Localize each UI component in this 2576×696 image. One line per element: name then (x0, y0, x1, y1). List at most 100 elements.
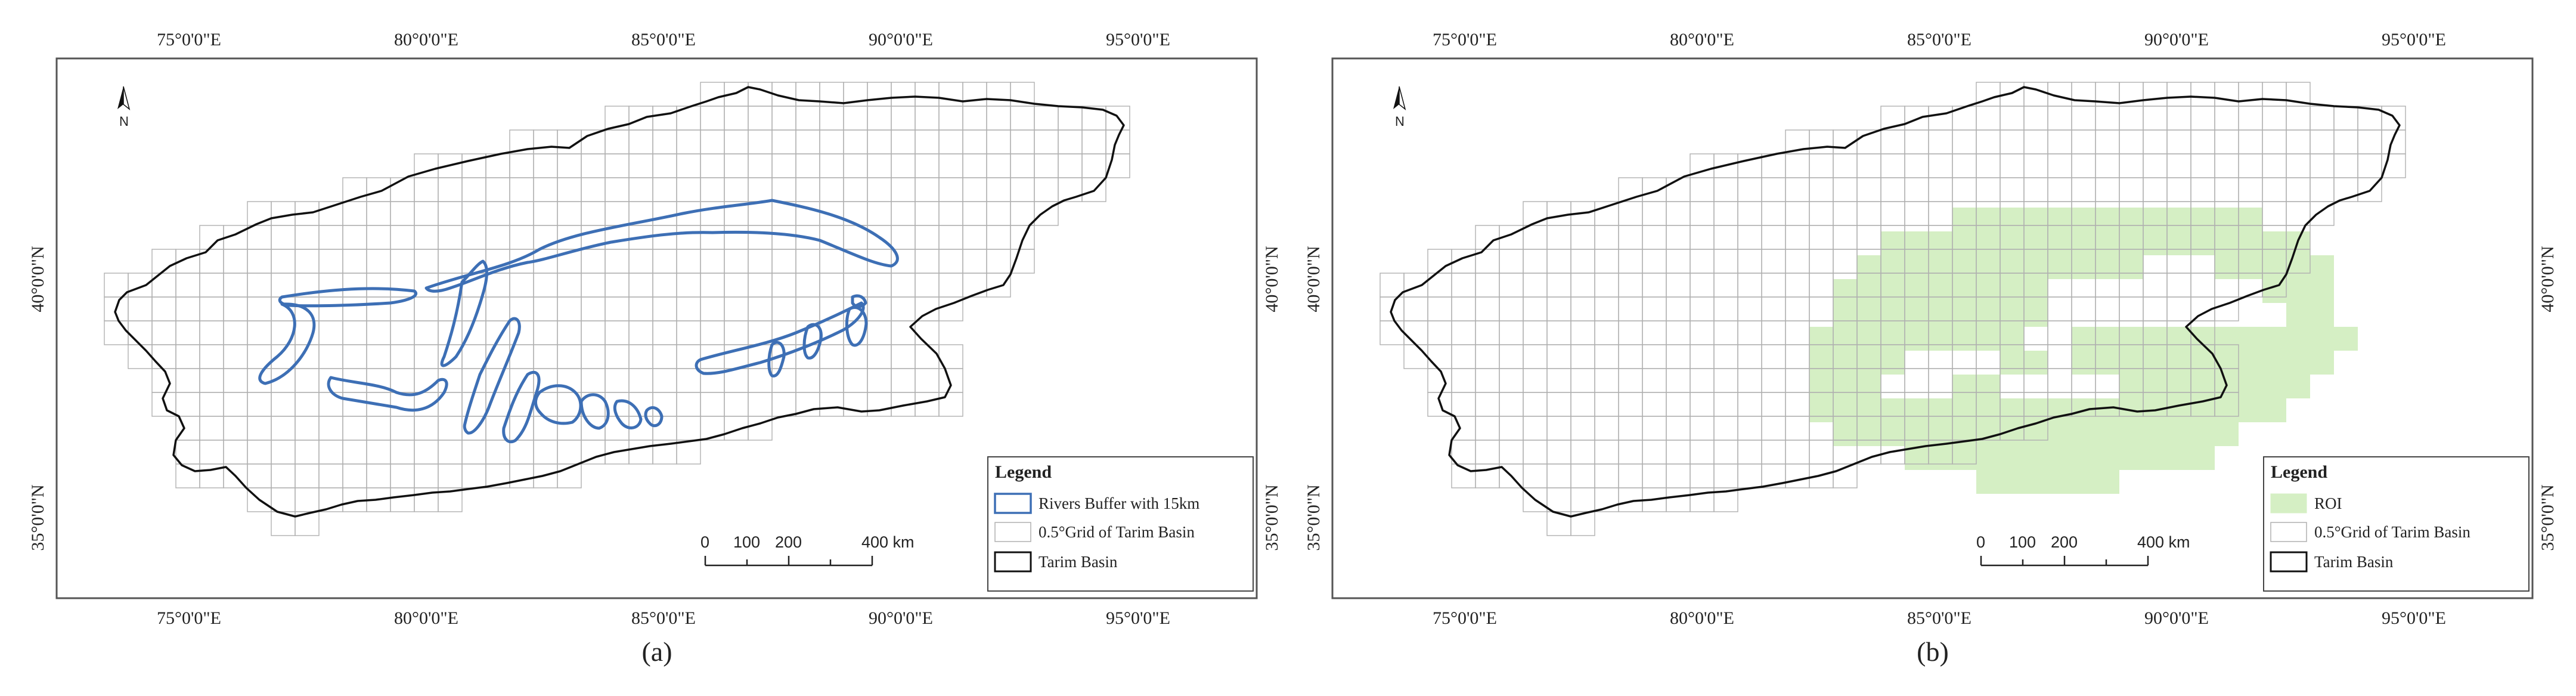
scale-bar: 0 100 200 400 km (700, 533, 915, 567)
grid-layer (104, 82, 1130, 536)
legend-swatch-basin (994, 551, 1032, 573)
river-buffer-shape (327, 376, 448, 412)
river-buffer-shape (424, 199, 899, 293)
river-buffer-shape (767, 341, 786, 378)
legend-box (987, 456, 1254, 592)
legend-swatch-river-buffer (994, 493, 1032, 514)
lat-label: 35°0'0"N (28, 484, 48, 550)
roi-cell (1976, 470, 2119, 494)
river-buffer-shape (644, 406, 664, 428)
lat-ticks-right: 40°0'0"N 35°0'0"N (2538, 246, 2558, 550)
lon-label: 90°0'0"E (869, 608, 933, 628)
lon-label: 95°0'0"E (1106, 30, 1170, 50)
lon-label: 85°0'0"E (1907, 30, 1971, 50)
scale-label-100: 100 (733, 533, 760, 551)
grid-cell (2310, 201, 2335, 226)
grid-cell (438, 487, 463, 512)
legend-title: Legend (2271, 462, 2327, 482)
scale-label-400: 400 km (861, 533, 915, 551)
lat-ticks-left: 40°0'0"N 35°0'0"N (1304, 246, 1323, 550)
lat-ticks-right: 40°0'0"N 35°0'0"N (1262, 246, 1282, 550)
grid-cell (1010, 249, 1035, 274)
river-buffer-shape (463, 317, 521, 435)
grid-cell (676, 440, 701, 465)
grid-layer (1380, 82, 2406, 536)
grid-cell (2357, 177, 2382, 202)
roi-cell (1809, 327, 1976, 351)
roi-cell (2072, 351, 2334, 375)
lon-label: 75°0'0"E (1433, 608, 1497, 628)
panel-b: N Legend ROI 0.5°Grid of Tarim Basin Tar… (1304, 30, 2558, 628)
legend-swatch-grid (994, 522, 1031, 542)
lon-ticks-bottom: 75°0'0"E 80°0'0"E 85°0'0"E 90°0'0"E 95°0… (157, 608, 1170, 628)
river-buffer-shape (845, 306, 868, 347)
legend-item-grid: 0.5°Grid of Tarim Basin (1039, 523, 1195, 541)
legend-swatch-roi (2270, 493, 2307, 514)
scale-label-200: 200 (775, 533, 802, 551)
lon-label: 90°0'0"E (869, 30, 933, 50)
lat-label: 40°0'0"N (2538, 246, 2558, 312)
roi-cell (1905, 446, 2215, 470)
grid-cell (557, 463, 582, 488)
lon-label: 80°0'0"E (1670, 30, 1734, 50)
river-buffer-shape (579, 393, 610, 430)
scale-bar: 0 100 200 400 km (1976, 533, 2190, 567)
roi-cell (2286, 303, 2334, 327)
river-buffer-shape (440, 259, 488, 367)
north-arrow: N (117, 86, 131, 129)
lat-label: 35°0'0"N (2538, 484, 2558, 550)
legend-box (2263, 456, 2529, 592)
grid-cell (2214, 392, 2239, 417)
north-arrow: N (1393, 86, 1406, 129)
grid-cell (1105, 153, 1130, 178)
scale-label-0: 0 (1976, 533, 1985, 551)
grid-cell (2381, 153, 2406, 178)
lon-label: 80°0'0"E (394, 30, 458, 50)
lon-ticks-top: 75°0'0"E 80°0'0"E 85°0'0"E 90°0'0"E 95°0… (1433, 30, 2446, 50)
grid-cell (748, 416, 773, 441)
lon-label: 90°0'0"E (2144, 30, 2209, 50)
lon-label: 90°0'0"E (2144, 608, 2209, 628)
roi-cell (1833, 303, 2048, 327)
scale-label-100: 100 (2009, 533, 2036, 551)
roi-cell (2262, 279, 2334, 303)
legend-item-river-buffer: Rivers Buffer with 15km (1039, 494, 1199, 512)
panel-a: N Legend Rivers Buffer with 15km 0.5°Gri… (28, 30, 1282, 628)
river-buffer-shape (851, 294, 867, 308)
grid-cell (1952, 440, 1977, 465)
lon-label: 75°0'0"E (157, 30, 221, 50)
north-label: N (119, 114, 129, 129)
tarim-basin-outline (114, 86, 1125, 518)
grid-cell (295, 511, 320, 536)
roi-cell (2215, 255, 2334, 279)
scale-label-200: 200 (2051, 533, 2078, 551)
river-buffer-shape (502, 370, 541, 444)
lon-label: 80°0'0"E (1670, 608, 1734, 628)
legend: Legend Rivers Buffer with 15km 0.5°Grid … (987, 456, 1254, 592)
tarim-basin-outline (1390, 86, 2401, 518)
legend-item-grid: 0.5°Grid of Tarim Basin (2314, 523, 2470, 541)
north-label: N (1395, 114, 1405, 129)
grid-cell (1081, 177, 1106, 202)
legend-item-basin: Tarim Basin (1039, 553, 1118, 571)
lon-label: 95°0'0"E (2382, 608, 2446, 628)
river-buffer-layer (258, 199, 899, 444)
lon-label: 75°0'0"E (1433, 30, 1497, 50)
lon-label: 80°0'0"E (394, 608, 458, 628)
river-buffer-shape (613, 399, 643, 429)
roi-cell (1952, 208, 2262, 231)
lon-ticks-bottom: 75°0'0"E 80°0'0"E 85°0'0"E 90°0'0"E 95°0… (1433, 608, 2446, 628)
river-buffer-shape (258, 302, 316, 385)
legend-title: Legend (995, 462, 1052, 482)
panel-caption: (b) (1917, 636, 1949, 667)
roi-cell (1833, 422, 2239, 446)
roi-cell (1833, 279, 2048, 303)
river-buffer-shape (802, 323, 823, 360)
lon-ticks-top: 75°0'0"E 80°0'0"E 85°0'0"E 90°0'0"E 95°0… (157, 30, 1170, 50)
grid-cell (2023, 416, 2048, 441)
lat-label: 35°0'0"N (1262, 484, 1282, 550)
lat-ticks-left: 40°0'0"N 35°0'0"N (28, 246, 48, 550)
lon-label: 95°0'0"E (2382, 30, 2446, 50)
